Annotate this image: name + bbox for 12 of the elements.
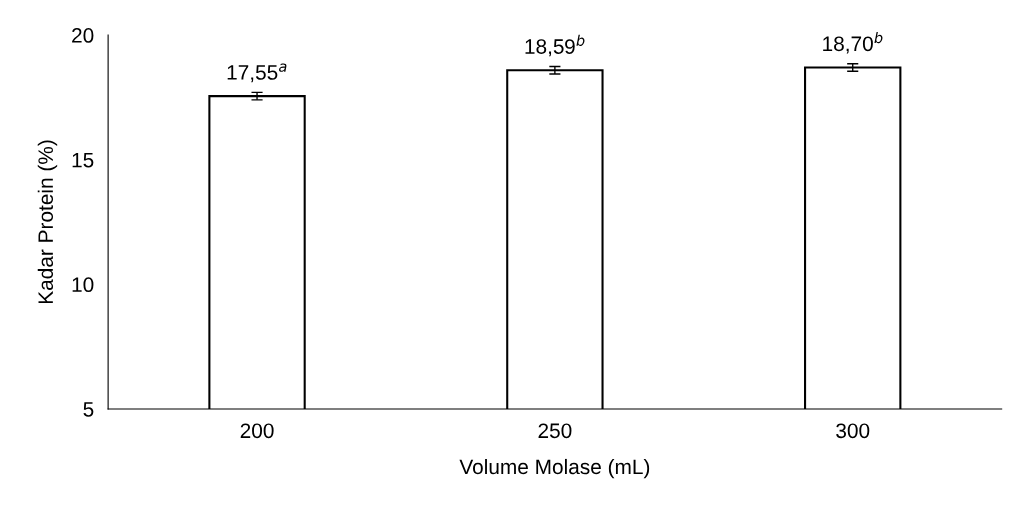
- y-tick-label: 20: [72, 28, 94, 43]
- x-tick-label: 200: [240, 423, 274, 439]
- data-label: 18,59$^{b}$: [525, 34, 585, 57]
- y-tick-label: 10: [72, 277, 94, 293]
- x-tick-label: 300: [836, 423, 870, 439]
- y-tick-label: 15: [72, 152, 94, 168]
- y-axis-title: Kadar Protein (%): [37, 140, 58, 304]
- x-tick-label: 250: [538, 423, 572, 439]
- data-label: 17,55$^{a}$: [227, 63, 287, 83]
- data-label: 18,70$^{b}$: [823, 31, 883, 54]
- y-tick-label: 5: [83, 402, 94, 417]
- x-axis-title: Volume Molase (mL): [459, 458, 650, 479]
